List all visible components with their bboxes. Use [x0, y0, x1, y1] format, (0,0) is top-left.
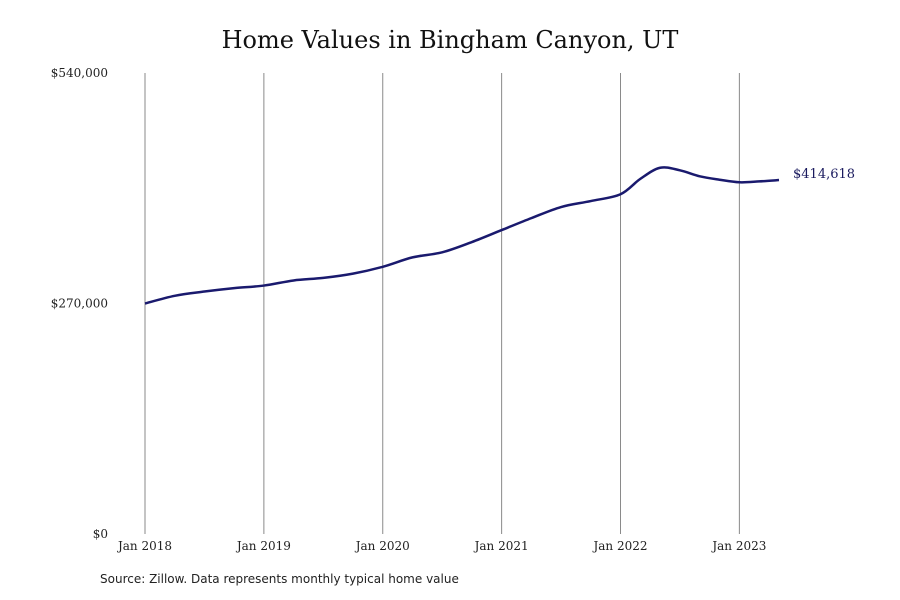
y-tick-label: $540,000	[51, 66, 108, 80]
x-tick-label: Jan 2022	[591, 539, 647, 553]
x-axis-tick-labels: Jan 2018 Jan 2019 Jan 2020 Jan 2021 Jan 2022…	[116, 539, 766, 553]
y-tick-label: $0	[93, 527, 108, 541]
series-layer: $414,618	[144, 166, 855, 305]
y-tick-label: $270,000	[51, 297, 108, 311]
vertical-gridlines	[144, 73, 740, 534]
home-value-line	[144, 166, 780, 305]
x-tick-label: Jan 2020	[354, 539, 410, 553]
x-tick-label: Jan 2023	[710, 539, 766, 553]
x-tick-label: Jan 2018	[116, 539, 172, 553]
source-note: Source: Zillow. Data represents monthly …	[100, 572, 459, 586]
y-axis-tick-labels: $0 $270,000 $540,000	[51, 66, 108, 541]
latest-value-label: $414,618	[793, 167, 855, 182]
x-tick-label: Jan 2019	[235, 539, 291, 553]
x-tick-label: Jan 2021	[473, 539, 529, 553]
chart-title: Home Values in Bingham Canyon, UT	[221, 26, 679, 54]
